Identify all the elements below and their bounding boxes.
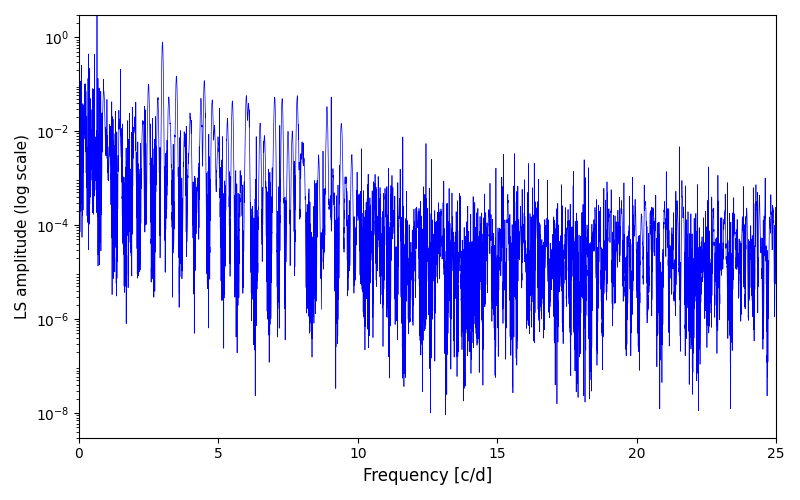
X-axis label: Frequency [c/d]: Frequency [c/d]: [363, 467, 492, 485]
Y-axis label: LS amplitude (log scale): LS amplitude (log scale): [15, 134, 30, 319]
